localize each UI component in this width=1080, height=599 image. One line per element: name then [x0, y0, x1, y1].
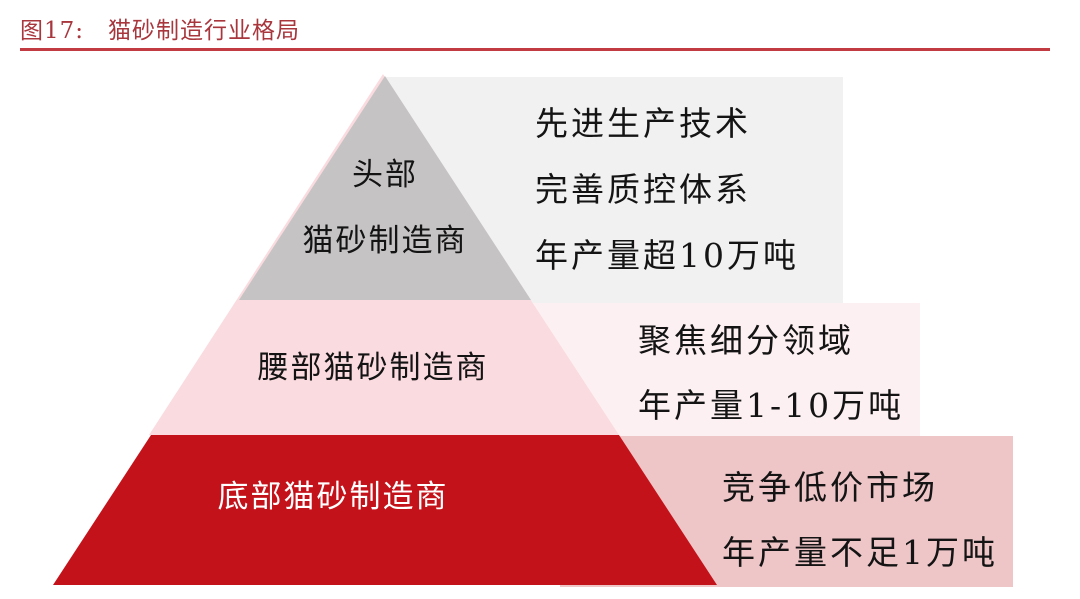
callout-line: 完善质控体系: [535, 170, 751, 209]
figure-title: 猫砂制造行业格局: [108, 18, 301, 44]
tier-middle-callout-text: 聚焦细分领域 年产量1-10万吨: [638, 308, 904, 438]
tier-top-label: 头部 猫砂制造商: [235, 142, 535, 274]
tier-bottom-label: 底部猫砂制造商: [183, 479, 483, 515]
figure-caption: 图17: 猫砂制造行业格局: [20, 11, 300, 45]
tier-bottom-label-line-1: 底部猫砂制造商: [217, 479, 449, 515]
pyramid-tier-bottom-shape: [53, 435, 717, 585]
pyramid-diagram: [50, 74, 720, 587]
caption-rule: [20, 48, 1050, 51]
tier-middle-label: 腰部猫砂制造商: [223, 350, 523, 386]
figure-number: 图17:: [20, 18, 85, 44]
callout-line: 年产量1-10万吨: [638, 386, 905, 425]
tier-bottom-callout-text: 竞争低价市场 年产量不足1万吨: [722, 455, 998, 585]
callout-line: 聚焦细分领域: [638, 321, 854, 360]
tier-middle-label-line-1: 腰部猫砂制造商: [257, 350, 489, 386]
tier-top-label-line-1: 头部: [352, 157, 418, 193]
tier-top-callout-text: 先进生产技术 完善质控体系 年产量超10万吨: [535, 91, 799, 289]
callout-line: 竞争低价市场: [722, 468, 938, 507]
callout-line: 年产量超10万吨: [535, 236, 799, 275]
callout-line: 先进生产技术: [535, 104, 751, 143]
tier-top-label-line-2: 猫砂制造商: [302, 223, 468, 259]
callout-line: 年产量不足1万吨: [722, 533, 998, 572]
